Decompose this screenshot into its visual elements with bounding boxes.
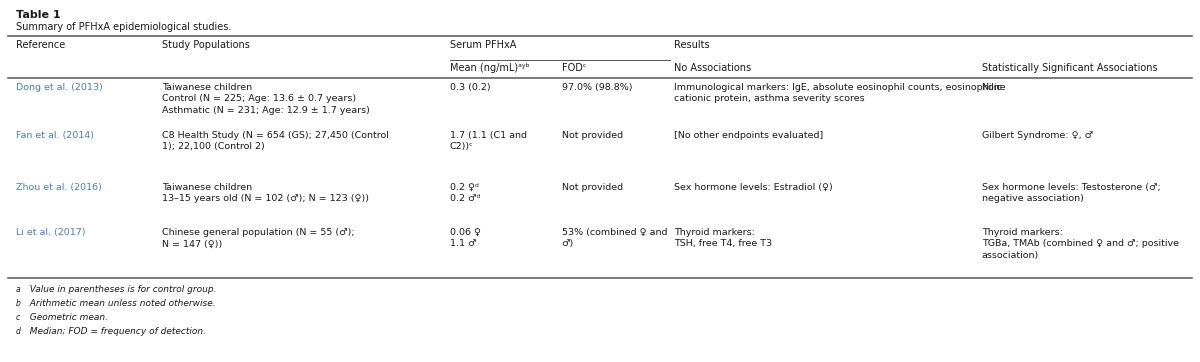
Text: Chinese general population (N = 55 (♂);
N = 147 (♀)): Chinese general population (N = 55 (♂); …: [162, 228, 355, 248]
Text: Gilbert Syndrome: ♀, ♂: Gilbert Syndrome: ♀, ♂: [982, 131, 1093, 140]
Text: Value in parentheses is for control group.: Value in parentheses is for control grou…: [24, 285, 216, 294]
Text: Thyroid markers:
TSH, free T4, free T3: Thyroid markers: TSH, free T4, free T3: [674, 228, 773, 248]
Text: Geometric mean.: Geometric mean.: [24, 313, 108, 322]
Text: a: a: [16, 285, 20, 294]
Text: b: b: [16, 299, 20, 308]
Text: 0.06 ♀
1.1 ♂: 0.06 ♀ 1.1 ♂: [450, 228, 481, 248]
Text: Dong et al. (2013): Dong et al. (2013): [16, 83, 102, 92]
Text: Results: Results: [674, 40, 710, 50]
Text: 1.7 (1.1 (C1 and
C2))ᶜ: 1.7 (1.1 (C1 and C2))ᶜ: [450, 131, 527, 151]
Text: 0.2 ♀ᵈ
0.2 ♂ᵈ: 0.2 ♀ᵈ 0.2 ♂ᵈ: [450, 183, 480, 203]
Text: No Associations: No Associations: [674, 63, 751, 73]
Text: c: c: [16, 313, 20, 322]
Text: Zhou et al. (2016): Zhou et al. (2016): [16, 183, 102, 192]
Text: Li et al. (2017): Li et al. (2017): [16, 228, 85, 237]
Text: Sex hormone levels: Estradiol (♀): Sex hormone levels: Estradiol (♀): [674, 183, 833, 192]
Text: Sex hormone levels: Testosterone (♂;
negative association): Sex hormone levels: Testosterone (♂; neg…: [982, 183, 1160, 203]
Text: Thyroid markers:
TGBa, TMAb (combined ♀ and ♂; positive
association): Thyroid markers: TGBa, TMAb (combined ♀ …: [982, 228, 1178, 260]
Text: Mean (ng/mL)ᵃʸᵇ: Mean (ng/mL)ᵃʸᵇ: [450, 63, 529, 73]
Text: Arithmetic mean unless noted otherwise.: Arithmetic mean unless noted otherwise.: [24, 299, 215, 308]
Text: Study Populations: Study Populations: [162, 40, 250, 50]
Text: 0.3 (0.2): 0.3 (0.2): [450, 83, 491, 92]
Text: C8 Health Study (N = 654 (GS); 27,450 (Control
1); 22,100 (Control 2): C8 Health Study (N = 654 (GS); 27,450 (C…: [162, 131, 389, 151]
Text: [No other endpoints evaluated]: [No other endpoints evaluated]: [674, 131, 823, 140]
Text: Taiwanese children
13–15 years old (N = 102 (♂); N = 123 (♀)): Taiwanese children 13–15 years old (N = …: [162, 183, 370, 203]
Text: Not provided: Not provided: [562, 131, 623, 140]
Text: Serum PFHxA: Serum PFHxA: [450, 40, 516, 50]
Text: Taiwanese children
Control (N = 225; Age: 13.6 ± 0.7 years)
Asthmatic (N = 231; : Taiwanese children Control (N = 225; Age…: [162, 83, 370, 115]
Text: d: d: [16, 327, 20, 336]
Text: None: None: [982, 83, 1007, 92]
Text: Reference: Reference: [16, 40, 65, 50]
Text: 53% (combined ♀ and
♂): 53% (combined ♀ and ♂): [562, 228, 667, 248]
Text: Table 1: Table 1: [16, 10, 60, 20]
Text: Not provided: Not provided: [562, 183, 623, 192]
Text: Statistically Significant Associations: Statistically Significant Associations: [982, 63, 1157, 73]
Text: FODᶜ: FODᶜ: [562, 63, 586, 73]
Text: Immunological markers: IgE, absolute eosinophil counts, eosinophilic
cationic pr: Immunological markers: IgE, absolute eos…: [674, 83, 1002, 104]
Text: Fan et al. (2014): Fan et al. (2014): [16, 131, 94, 140]
Text: Median; FOD = frequency of detection.: Median; FOD = frequency of detection.: [24, 327, 205, 336]
Text: 97.0% (98.8%): 97.0% (98.8%): [562, 83, 632, 92]
Text: Summary of PFHxA epidemiological studies.: Summary of PFHxA epidemiological studies…: [16, 22, 230, 32]
